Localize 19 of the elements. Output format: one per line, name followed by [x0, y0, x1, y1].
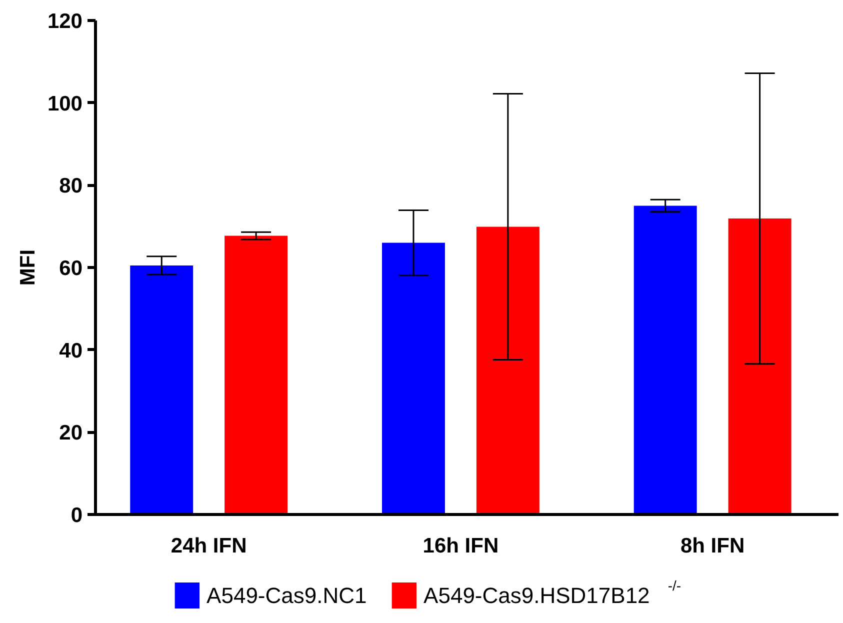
bar — [476, 226, 540, 514]
y-tick-label: 60 — [59, 257, 82, 280]
legend-label: A549-Cas9.NC1 — [206, 583, 367, 608]
legend-label: A549-Cas9.HSD17B12-/- — [424, 578, 682, 608]
y-tick-label: 0 — [70, 504, 83, 527]
y-axis-title: MFI — [16, 249, 40, 286]
y-tick-label: 40 — [59, 339, 82, 362]
bar — [728, 218, 792, 514]
bar — [634, 206, 697, 514]
y-tick-label: 100 — [47, 92, 83, 116]
x-tick-label: 16h IFN — [422, 534, 499, 558]
bar — [224, 236, 288, 514]
x-tick-label: 8h IFN — [680, 534, 745, 558]
x-tick-label: 24h IFN — [170, 534, 247, 558]
y-tick-label: 20 — [59, 422, 82, 445]
y-tick-label: 80 — [59, 174, 82, 198]
bar — [130, 265, 194, 514]
y-tick-label: 120 — [47, 10, 83, 33]
bar — [382, 242, 445, 514]
